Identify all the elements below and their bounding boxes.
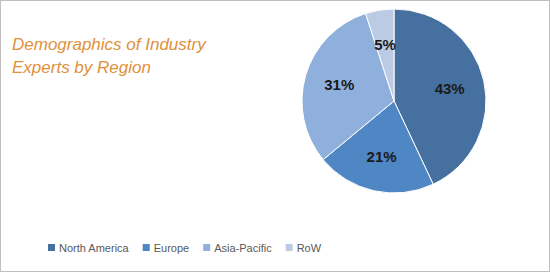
legend-swatch [286,244,293,251]
data-label: 21% [367,148,397,165]
frame [1,1,550,272]
legend-swatch [203,244,210,251]
data-labels: 43% 21% 31% 5% [324,36,464,165]
data-label: 5% [374,36,396,53]
legend: North America Europe Asia-Pacific RoW [48,242,322,254]
title: Demographics of IndustryExperts by Regio… [12,35,207,77]
data-label: 31% [324,76,354,93]
legend-swatch [48,244,55,251]
legend-label: Asia-Pacific [214,242,272,254]
chart: Demographics of IndustryExperts by Regio… [0,0,550,272]
legend-swatch [143,244,150,251]
pie [302,9,486,193]
legend-label: RoW [297,242,322,254]
legend-label: North America [59,242,130,254]
slice [366,9,394,101]
data-label: 43% [435,80,465,97]
legend-label: Europe [154,242,189,254]
